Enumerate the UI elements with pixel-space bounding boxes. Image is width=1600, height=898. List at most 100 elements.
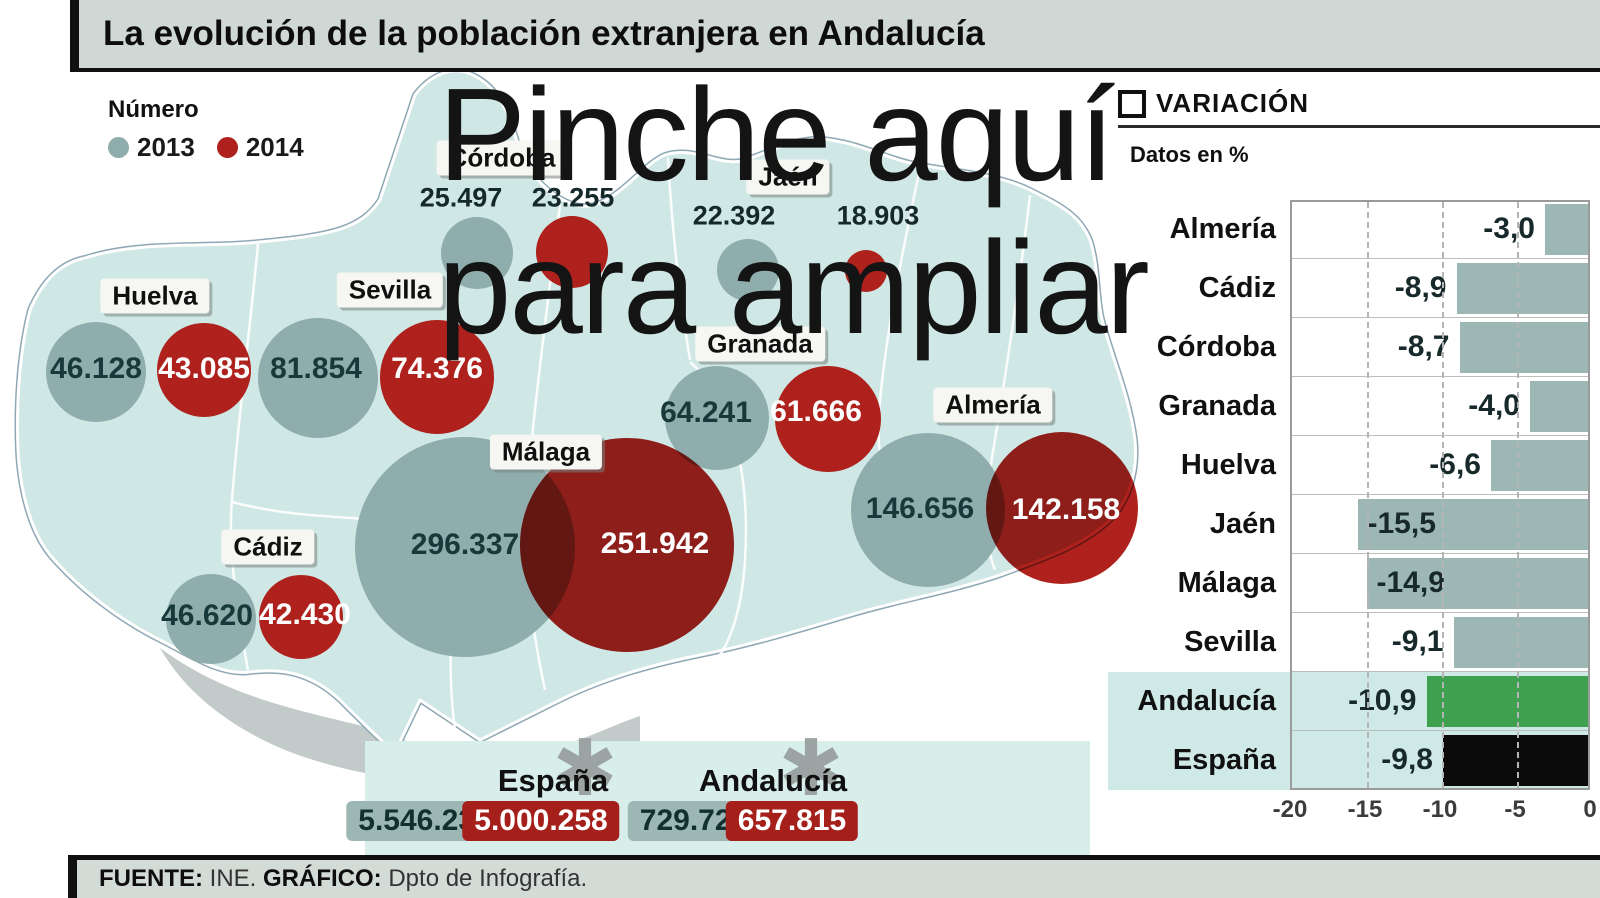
chart-label-cadiz: Cádiz — [1198, 272, 1276, 304]
chart-plot-almeria: -3,0 — [1290, 200, 1590, 259]
chart-row-huelva: Huelva -6,6 — [1108, 436, 1590, 495]
axis-tick-m10: -10 — [1422, 796, 1458, 823]
legend-label-2013: 2013 — [137, 132, 195, 162]
source-label: FUENTE: — [99, 865, 203, 892]
chart-plot-sevilla: -9,1 — [1290, 613, 1590, 672]
bar-value-jaen: -15,5 — [1367, 507, 1436, 540]
footer-text: FUENTE: INE. GRÁFICO: Dpto de Infografía… — [99, 865, 587, 893]
province-label-cadiz: Cádiz — [221, 529, 315, 565]
source-value: INE. — [203, 865, 264, 892]
chart-row-granada: Granada -4,0 — [1108, 377, 1590, 436]
chart-plot-cordoba: -8,7 — [1290, 318, 1590, 377]
bubble-sevilla-2014 — [380, 320, 494, 434]
enlarge-overlay[interactable]: Pinche aquí para ampliar — [438, 58, 1150, 364]
chart-label-cordoba: Córdoba — [1156, 331, 1276, 363]
legend-dot-2013-icon — [108, 137, 129, 158]
legend-item-2014: 2014 — [216, 132, 304, 163]
bubble-cordoba-2014 — [536, 216, 608, 288]
title-bar: La evolución de la población extranjera … — [70, 0, 1600, 72]
bubble-sevilla-2013 — [258, 318, 378, 438]
graphic-label: GRÁFICO: — [263, 865, 382, 892]
chart-row-cadiz: Cádiz -8,9 — [1108, 259, 1590, 318]
chart-plot-malaga: -14,9 — [1290, 554, 1590, 613]
graphic-value: Dpto de Infografía. — [381, 865, 588, 892]
bubble-huelva-2013 — [46, 322, 146, 422]
bubble-huelva-2014 — [157, 323, 251, 417]
chart-plot-andalucia: -10,9 — [1290, 672, 1590, 731]
province-label-jaen: Jaén — [746, 159, 830, 195]
page-title: La evolución de la población extranjera … — [103, 14, 985, 53]
bubble-value-granada-2013: 64.241 — [660, 396, 752, 429]
chart-label-almeria: Almería — [1169, 213, 1276, 245]
bubble-value-cadiz-2014: 42.430 — [259, 598, 351, 631]
variation-title: VARIACIÓN — [1156, 88, 1309, 118]
chart-label-granada: Granada — [1158, 390, 1276, 422]
total-2014-badge-andalucia: 657.815 — [725, 801, 859, 841]
variation-rule — [1118, 125, 1600, 128]
total-2014-badge-espana: 5.000.258 — [462, 801, 620, 841]
bubble-value-huelva-2014: 43.085 — [158, 352, 250, 385]
asterisk-icon-andalucia: ✱ — [778, 724, 844, 812]
enlarge-overlay-line1[interactable]: Pinche aquí — [438, 61, 1115, 208]
province-label-huelva: Huelva — [100, 278, 210, 314]
bubble-cadiz-2014 — [259, 575, 343, 659]
chart-row-espana: España -9,8 — [1108, 731, 1590, 790]
bubble-almeria-2013 — [851, 433, 1005, 587]
legend-title: Número — [108, 96, 199, 123]
bubble-value-jaen-2013: 22.392 — [692, 200, 776, 231]
chart-row-jaen: Jaén -15,5 — [1108, 495, 1590, 554]
bar-jaen — [1357, 499, 1590, 550]
bubble-value-cadiz-2013: 46.620 — [161, 599, 253, 632]
square-bullet-icon — [1118, 89, 1146, 118]
chart-row-andalucia: Andalucía -10,9 — [1108, 672, 1590, 731]
bar-sevilla — [1453, 617, 1590, 668]
bubble-almeria-2014 — [986, 432, 1138, 584]
chart-label-jaen: Jaén — [1209, 508, 1276, 540]
bubble-value-malaga-2013: 296.337 — [410, 528, 520, 561]
chart-label-huelva: Huelva — [1180, 449, 1276, 481]
enlarge-overlay-line2[interactable]: para ampliar — [438, 214, 1150, 362]
chart-row-malaga: Málaga -14,9 — [1108, 554, 1590, 613]
bubble-jaen-2013 — [717, 239, 779, 301]
bubble-value-sevilla-2013: 81.854 — [270, 352, 362, 385]
legend-dot-2014-icon — [216, 137, 238, 158]
province-label-sevilla: Sevilla — [336, 272, 444, 308]
axis-tick-m5: -5 — [1504, 796, 1526, 823]
bar-value-cordoba: -8,7 — [1397, 330, 1450, 363]
bar-espana — [1443, 735, 1590, 786]
chart-label-espana: España — [1108, 731, 1290, 790]
bar-huelva — [1491, 440, 1590, 491]
total-name-espana: España — [497, 763, 609, 798]
legend-item-2013: 2013 — [108, 132, 195, 163]
chart-plot-jaen: -15,5 — [1290, 495, 1590, 554]
chart-plot-granada: -4,0 — [1290, 377, 1590, 436]
variation-chart: Almería -3,0 Cádiz -8,9 Córdoba -8,7 Granada -4… — [1108, 200, 1600, 823]
bar-value-malaga: -14,9 — [1376, 566, 1445, 599]
bubble-value-huelva-2013: 46.128 — [50, 352, 142, 385]
chart-rows: Almería -3,0 Cádiz -8,9 Córdoba -8,7 Granada -4… — [1108, 200, 1590, 790]
total-name-andalucia: Andalucía — [698, 763, 848, 798]
totals-panel: ✱ España 5.546.238 5.000.258 ✱ Andalucía 729.7… — [346, 729, 1090, 855]
variation-header: VARIACIÓN — [1118, 88, 1600, 119]
axis-tick-0: 0 — [1583, 796, 1597, 823]
bar-cadiz — [1456, 263, 1590, 314]
chart-row-almeria: Almería -3,0 — [1108, 200, 1590, 259]
bubble-jaen-2014 — [845, 250, 887, 292]
bubble-value-malaga-2014: 251.942 — [600, 527, 710, 560]
bar-granada — [1530, 381, 1590, 432]
bubble-value-granada-2014: 61.666 — [770, 395, 862, 428]
bar-value-sevilla: -9,1 — [1391, 625, 1444, 658]
axis-tick-m20: -20 — [1272, 796, 1308, 823]
bubble-value-almeria-2013: 146.656 — [865, 492, 975, 525]
legend-items: 2013 2014 — [108, 132, 304, 163]
province-label-granada: Granada — [695, 326, 825, 362]
bubble-granada-2014 — [775, 366, 881, 472]
asterisk-icon-espana: ✱ — [552, 724, 618, 812]
bar-value-huelva: -6,6 — [1429, 448, 1481, 481]
bubble-value-cordoba-2014: 23.255 — [531, 182, 615, 213]
variation-subtitle: Datos en % — [1130, 142, 1249, 167]
chart-label-sevilla: Sevilla — [1184, 626, 1276, 658]
x-axis: -20 -15 -10 -5 0 — [1108, 796, 1600, 826]
chart-plot-cadiz: -8,9 — [1290, 259, 1590, 318]
